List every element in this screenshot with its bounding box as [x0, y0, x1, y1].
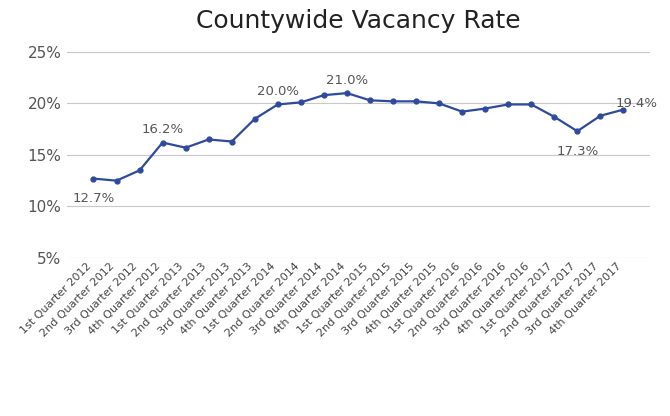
Title: Countywide Vacancy Rate: Countywide Vacancy Rate [196, 9, 521, 33]
Text: 17.3%: 17.3% [556, 145, 598, 158]
Text: 20.0%: 20.0% [257, 85, 299, 98]
Text: 19.4%: 19.4% [615, 97, 657, 109]
Text: 16.2%: 16.2% [141, 124, 184, 136]
Text: 12.7%: 12.7% [72, 192, 115, 205]
Text: 21.0%: 21.0% [326, 74, 368, 87]
